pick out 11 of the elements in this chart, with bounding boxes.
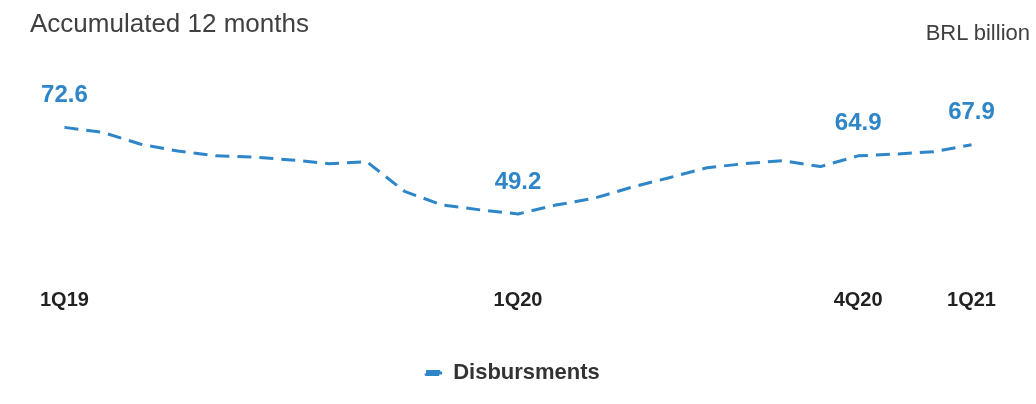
data-label: 64.9	[834, 108, 882, 136]
x-tick-label: 1Q20	[493, 287, 543, 310]
x-tick-label: 1Q19	[39, 287, 89, 310]
x-tick-label: 1Q21	[947, 287, 997, 310]
y-axis-title: BRL billion	[925, 20, 1030, 46]
legend-label: Disbursments	[453, 359, 600, 385]
data-label: 67.9	[948, 97, 995, 125]
data-label: 49.2	[494, 166, 542, 194]
x-tick-label: 4Q20	[833, 287, 883, 310]
chart-title: Accumulated 12 months	[30, 8, 309, 39]
data-label: 72.6	[41, 80, 88, 108]
